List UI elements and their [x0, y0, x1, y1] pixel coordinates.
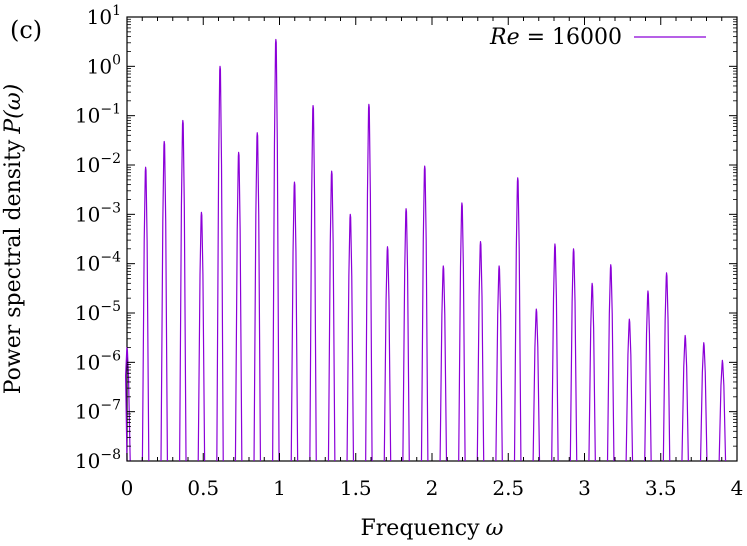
spectrum-peak [420, 165, 429, 462]
spectrum-peak [718, 359, 727, 462]
ticks-layer [126, 16, 738, 462]
legend-label-rest: = 16000 [520, 25, 622, 50]
y-tick-label: 10−2 [75, 151, 121, 177]
spectrum-peak [439, 265, 448, 462]
spectrum-peak [365, 103, 373, 462]
spectrum-peak [402, 208, 410, 462]
y-tick-label: 10−4 [75, 250, 121, 276]
spectrum-peak [346, 213, 355, 462]
x-axis-title-text: Frequency [361, 516, 481, 541]
y-tick-label: 10−6 [75, 348, 121, 374]
spectrum-peak [551, 243, 559, 462]
spectrum-layer [125, 38, 727, 462]
spectrum-peak [588, 282, 596, 462]
panel-label: (c) [10, 16, 42, 44]
spectrum-peak [458, 202, 466, 462]
spectrum-peak [141, 166, 150, 462]
y-tick-label: 10−1 [75, 102, 121, 128]
spectrum-peak [699, 342, 708, 462]
legend-label-var: Re [489, 25, 520, 50]
x-tick-label: 3 [578, 476, 591, 500]
spectrum-peak [327, 170, 336, 462]
spectrum-peak [662, 272, 671, 462]
x-tick-label: 2.5 [492, 476, 524, 500]
x-tick-label: 2 [426, 476, 439, 500]
spectrum-peak [234, 151, 243, 462]
y-axis-title: Power spectral density P(ω) [1, 84, 26, 395]
y-tick-label: 10−3 [75, 200, 121, 226]
spectrum-peak [160, 140, 169, 462]
y-axis-title-text: Power spectral density [1, 139, 26, 394]
spectrum-peak [644, 290, 652, 462]
spectrum-peak [513, 177, 522, 462]
spectrum-peak [476, 241, 485, 462]
spectrum-peak [197, 211, 206, 462]
spectrum-peak [253, 132, 262, 462]
x-tick-label: 1 [273, 476, 286, 500]
spectrum-peak [272, 38, 280, 462]
x-tick-label: 1.5 [340, 476, 372, 500]
legend-label: Re = 16000 [489, 25, 622, 50]
y-tick-label: 100 [87, 52, 121, 78]
spectrum-peak [532, 308, 541, 462]
x-tick-label: 0.5 [187, 476, 219, 500]
x-axis-title-symbol: ω [486, 516, 504, 541]
legend: Re = 16000 [489, 25, 706, 50]
y-axis-title-symbol: P(ω) [1, 84, 26, 135]
spectrum-peak [625, 318, 634, 462]
spectrum-peak [569, 248, 578, 462]
y-tick-label: 10−7 [75, 398, 121, 424]
y-tick-label: 10−8 [75, 447, 121, 473]
x-axis-title: Frequency ω [361, 516, 504, 541]
tick-labels-layer: 0 0.5 1 1.5 2 2.5 3 3.5 4 10−8 10−7 10−6 10−5 10−4 10−… [75, 3, 743, 500]
spectrum-peak [216, 65, 224, 462]
spectrum-peak [681, 334, 689, 462]
x-tick-label: 3.5 [645, 476, 677, 500]
spectrum-peak [606, 264, 615, 462]
x-tick-label: 0 [121, 476, 134, 500]
spectrum-peak [290, 181, 299, 462]
x-tick-label: 4 [731, 476, 744, 500]
spectrum-peak [383, 246, 392, 462]
y-tick-label: 10−5 [75, 299, 121, 325]
spectrum-peak [495, 265, 503, 462]
y-tick-label: 101 [87, 3, 121, 29]
spectrum-peak [179, 119, 187, 462]
spectrum-peak [309, 104, 317, 462]
